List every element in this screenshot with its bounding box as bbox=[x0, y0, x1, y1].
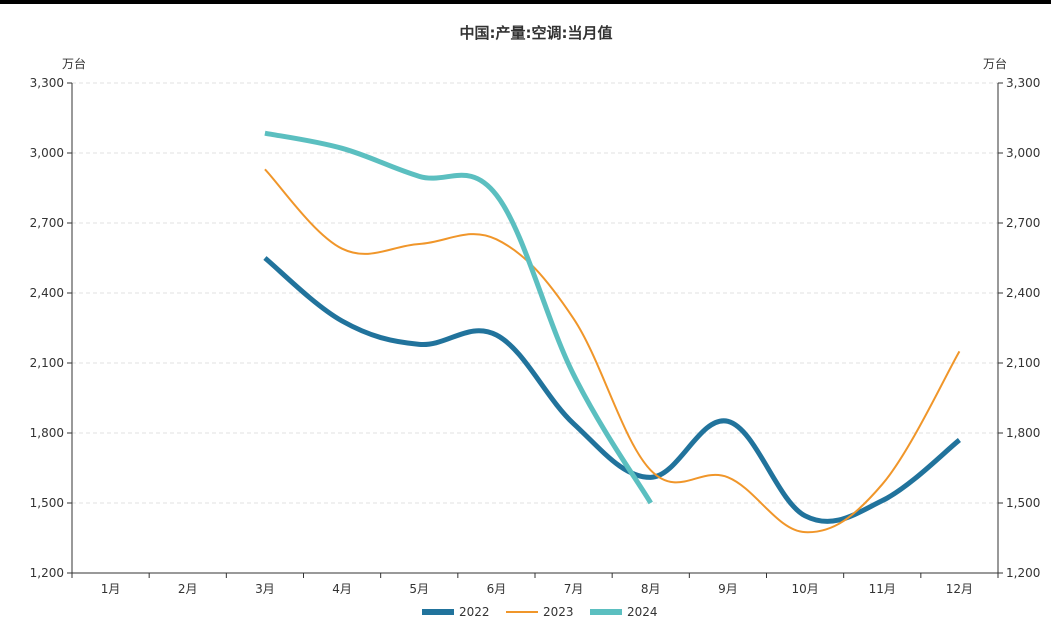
legend-label-2024: 2024 bbox=[627, 605, 658, 619]
y-tick-label-right: 2,700 bbox=[1006, 216, 1040, 230]
x-tick-label: 9月 bbox=[718, 582, 738, 596]
y-tick-label-right: 2,400 bbox=[1006, 286, 1040, 300]
x-tick-label: 1月 bbox=[101, 582, 121, 596]
y-tick-label-right: 1,500 bbox=[1006, 496, 1040, 510]
legend-label-2023: 2023 bbox=[543, 605, 574, 619]
y-tick-label-left: 3,300 bbox=[30, 76, 64, 90]
x-tick-label: 12月 bbox=[946, 582, 973, 596]
y-tick-label-right: 1,200 bbox=[1006, 566, 1040, 580]
y-tick-label-right: 1,800 bbox=[1006, 426, 1040, 440]
y-tick-label-left: 2,100 bbox=[30, 356, 64, 370]
x-tick-label: 10月 bbox=[791, 582, 818, 596]
y-tick-label-left: 1,500 bbox=[30, 496, 64, 510]
series-line-2022 bbox=[265, 258, 960, 521]
y-tick-label-left: 2,400 bbox=[30, 286, 64, 300]
y-tick-label-right: 3,000 bbox=[1006, 146, 1040, 160]
x-tick-label: 8月 bbox=[641, 582, 661, 596]
x-tick-label: 7月 bbox=[564, 582, 584, 596]
y-tick-label-right: 2,100 bbox=[1006, 356, 1040, 370]
legend: 2022 2023 2024 bbox=[422, 605, 658, 619]
y-tick-label-right: 3,300 bbox=[1006, 76, 1040, 90]
axes: 1,200 1,200 1,500 1,500 1,800 1,800 2,100 2,100… bbox=[30, 76, 1041, 596]
x-tick-label: 6月 bbox=[487, 582, 507, 596]
left-axis-unit: 万台 bbox=[62, 56, 86, 71]
x-tick-label: 2月 bbox=[178, 582, 198, 596]
grid-lines bbox=[72, 83, 998, 503]
x-tick-label: 3月 bbox=[255, 582, 275, 596]
legend-label-2022: 2022 bbox=[459, 605, 490, 619]
series-line-2023 bbox=[265, 169, 960, 532]
x-tick-label: 5月 bbox=[409, 582, 429, 596]
x-tick-label: 11月 bbox=[869, 582, 896, 596]
series-lines bbox=[265, 133, 960, 532]
chart-title: 中国:产量:空调:当月值 bbox=[460, 24, 613, 42]
right-axis-unit: 万台 bbox=[983, 56, 1007, 71]
y-tick-label-left: 1,200 bbox=[30, 566, 64, 580]
y-tick-label-left: 1,800 bbox=[30, 426, 64, 440]
y-tick-label-left: 2,700 bbox=[30, 216, 64, 230]
x-tick-label: 4月 bbox=[332, 582, 352, 596]
y-tick-label-left: 3,000 bbox=[30, 146, 64, 160]
series-line-2024 bbox=[265, 133, 651, 503]
